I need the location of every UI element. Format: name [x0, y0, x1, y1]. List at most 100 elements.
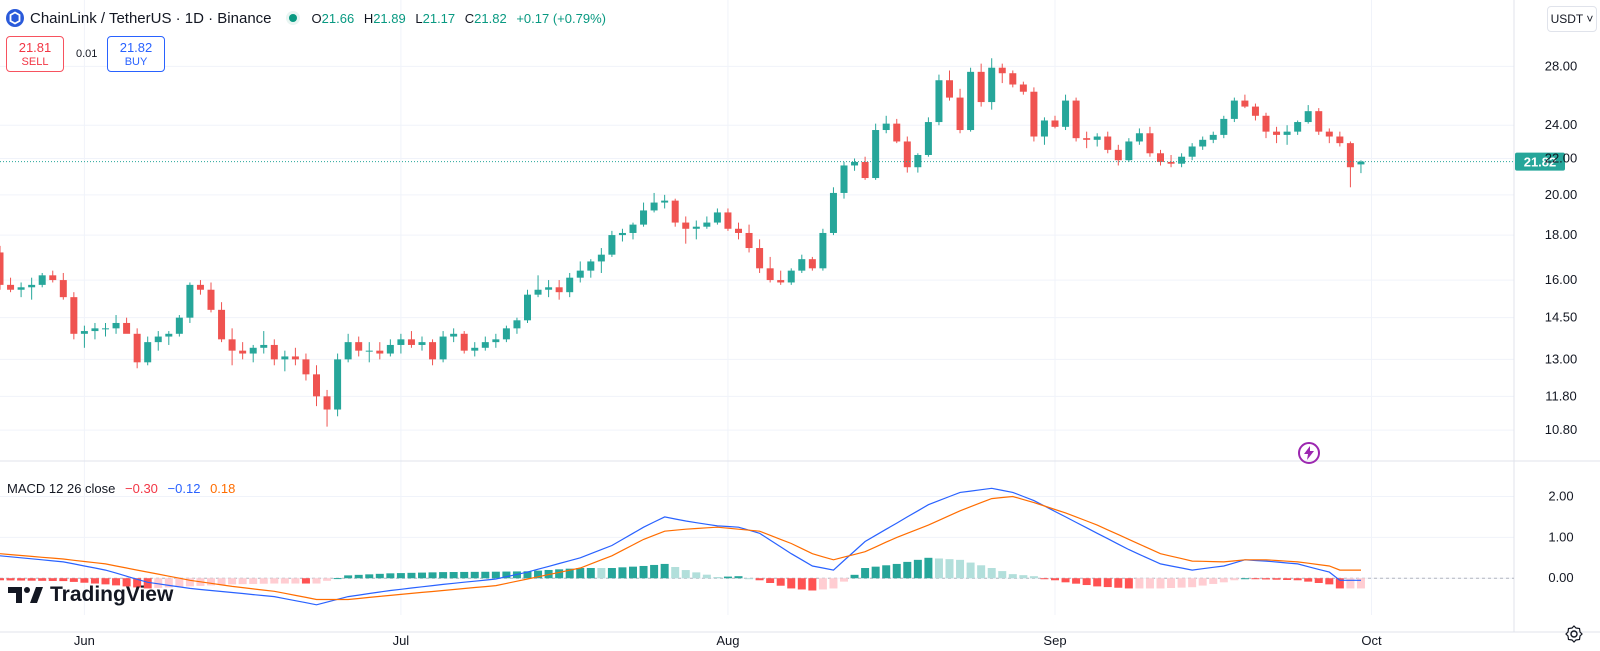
candle [861, 156, 869, 180]
histogram-bar [776, 578, 785, 586]
histogram-bar [1061, 578, 1070, 583]
candle [587, 259, 595, 278]
sell-button[interactable]: 21.81 SELL [6, 36, 64, 72]
candle [682, 216, 690, 244]
candle [1262, 112, 1270, 139]
candle-body [239, 350, 247, 354]
candle-body [1072, 100, 1080, 139]
candle [1125, 138, 1133, 162]
macd-line [0, 487, 1361, 606]
histogram-bar [597, 568, 606, 579]
histogram-bar [1124, 578, 1133, 589]
candle-body [91, 328, 99, 332]
candle-body [576, 270, 584, 278]
histogram-bar [175, 578, 184, 587]
histogram-bar [491, 571, 500, 579]
histogram-bar [17, 578, 26, 581]
histogram-bar [122, 578, 131, 587]
candle [133, 328, 141, 369]
candle-body [323, 396, 331, 410]
candle-body [608, 235, 616, 255]
candle-body [1009, 73, 1017, 85]
histogram-bar [1008, 574, 1017, 579]
histogram-bar [375, 573, 384, 579]
histogram-bar [734, 576, 743, 579]
candle-body [545, 287, 553, 290]
candle [344, 333, 352, 363]
candle [175, 315, 183, 337]
signal-line [0, 495, 1361, 601]
price-tick-label: 11.80 [1545, 388, 1577, 403]
time-tick-label: Jul [393, 633, 410, 648]
candle [365, 342, 373, 363]
candle-body [418, 342, 426, 345]
candle-body [808, 259, 816, 269]
candle-body [661, 200, 669, 203]
candle [851, 158, 859, 171]
histogram-bar [101, 578, 110, 585]
candle [218, 302, 226, 343]
candle-body [70, 297, 78, 334]
histogram-bar [1167, 578, 1176, 589]
histogram-bar [840, 578, 848, 582]
candle [1072, 97, 1080, 142]
candle [893, 118, 901, 144]
histogram-bar [713, 577, 722, 579]
candle [566, 272, 574, 298]
histogram-bar [745, 578, 754, 580]
candle [481, 336, 489, 351]
candle [724, 208, 732, 231]
market-status-icon[interactable] [285, 11, 300, 25]
candle-body [502, 328, 510, 340]
price-tick-label: 22.00 [1545, 150, 1578, 165]
candle [1019, 81, 1027, 95]
candle-body [260, 344, 268, 348]
candle [165, 331, 173, 345]
candle [735, 222, 742, 240]
histogram-bar [565, 568, 574, 579]
open-value: 21.66 [321, 10, 355, 26]
candle [418, 336, 426, 351]
candle-body [144, 342, 152, 363]
flash-indicator-icon[interactable] [1298, 442, 1320, 464]
candle [144, 336, 152, 366]
candle [1209, 131, 1217, 144]
tradingview-logo[interactable]: TradingView [8, 583, 173, 607]
candle-body [829, 192, 837, 233]
candle [692, 220, 700, 240]
last-price-label: 21.82 [1524, 155, 1557, 170]
settings-gear-icon[interactable] [1565, 625, 1583, 643]
candle [239, 342, 247, 360]
candle-body [566, 277, 574, 293]
candle-body [344, 342, 352, 360]
macd-histogram [0, 557, 1365, 591]
candle [260, 331, 268, 354]
histogram-bar [90, 578, 99, 584]
histogram-bar [1082, 578, 1091, 586]
candle-body [1273, 131, 1281, 135]
currency-selector[interactable]: USDT ˅ [1547, 6, 1597, 32]
candle-body [756, 248, 764, 269]
candle-body [1083, 138, 1091, 140]
candle-body [1030, 91, 1038, 137]
candle-body [703, 222, 711, 227]
symbol-title[interactable]: ChainLink / TetherUS · 1D · Binance [30, 9, 272, 27]
candle-body [1241, 100, 1249, 107]
candle-body [313, 374, 320, 397]
histogram-bar [80, 578, 89, 583]
macd-legend[interactable]: MACD 12 26 close −0.30 −0.12 0.18 [7, 481, 235, 496]
candle [618, 228, 626, 242]
buy-button[interactable]: 21.82 BUY [107, 36, 165, 72]
histogram-bar [903, 561, 912, 579]
histogram-bar [365, 574, 374, 579]
histogram-bar [987, 568, 996, 579]
candle [80, 325, 88, 348]
candle [450, 328, 458, 343]
histogram-bar [882, 565, 891, 579]
histogram-bar [481, 571, 490, 579]
histogram-bar [323, 578, 332, 581]
histogram-bar [945, 559, 954, 579]
candle [650, 192, 658, 213]
candle-body [165, 333, 173, 337]
